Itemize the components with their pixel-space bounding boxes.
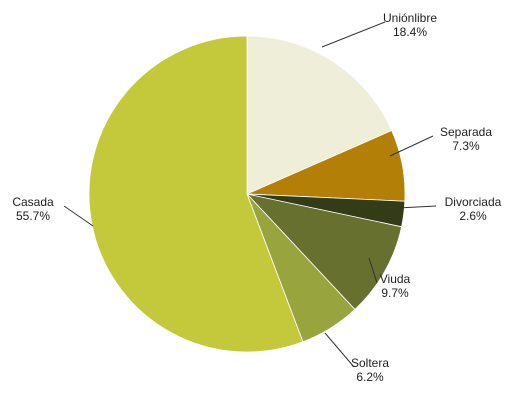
slice-value-label: 6.2%	[356, 370, 384, 384]
slice-category-label: Uniónlibre	[383, 11, 437, 25]
leader-line	[368, 257, 378, 284]
slice-value-label: 55.7%	[16, 209, 50, 223]
slice-category-label: Viuda	[380, 272, 411, 286]
pie-slice-union-libre	[246, 35, 393, 195]
slice-value-label: 18.4%	[393, 25, 427, 39]
leader-line	[321, 21, 386, 48]
slices-layer	[88, 35, 406, 353]
leader-lines-layer	[63, 21, 437, 368]
leader-line	[63, 205, 94, 227]
leader-line	[397, 205, 437, 209]
slice-category-label: Divorciada	[445, 195, 502, 209]
leader-line	[324, 332, 355, 368]
slice-category-label: Soltera	[351, 356, 389, 370]
slice-category-label: Casada	[12, 195, 54, 209]
pie-slice-casada	[88, 35, 304, 353]
slice-value-label: 2.6%	[459, 209, 487, 223]
pie-slice-viuda	[245, 193, 403, 311]
slice-value-label: 9.7%	[381, 286, 409, 300]
slice-category-label: Separada	[440, 125, 492, 139]
leader-line	[389, 135, 434, 157]
slice-value-label: 7.3%	[452, 139, 480, 153]
